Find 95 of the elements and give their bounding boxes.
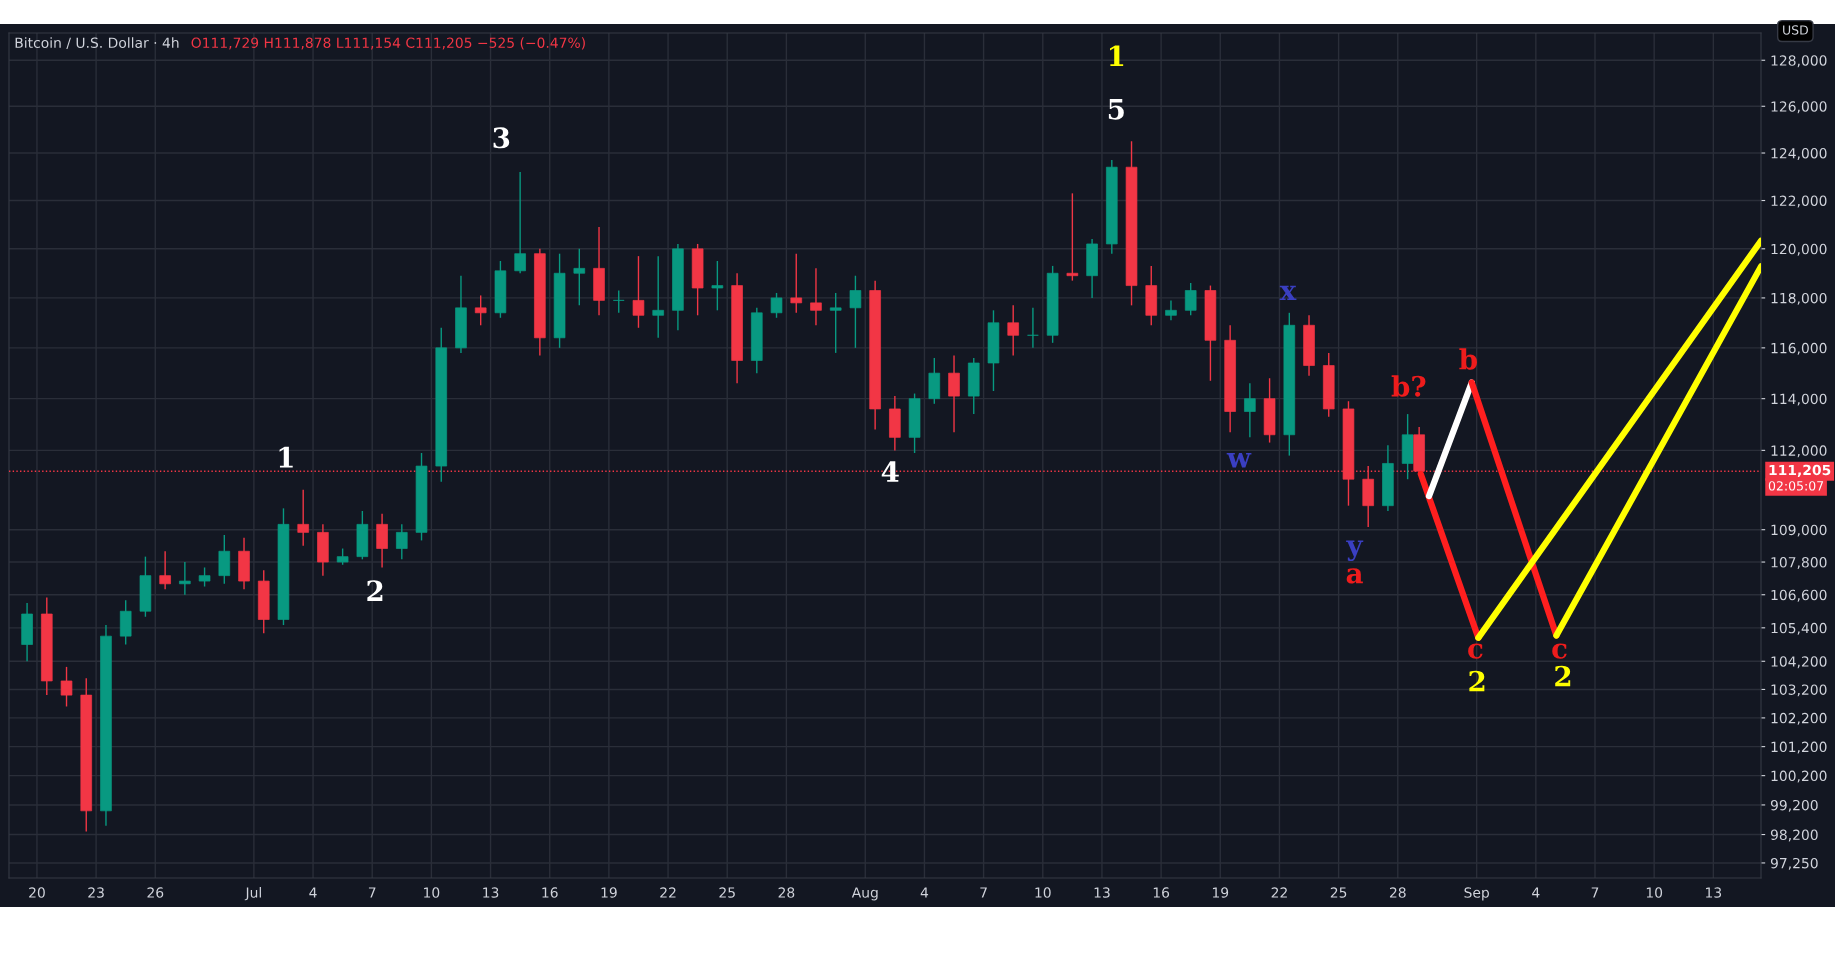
y-tick-label: 106,600 bbox=[1771, 589, 1827, 602]
candlestick bbox=[1027, 307, 1039, 349]
annotation: y bbox=[1346, 540, 1364, 562]
candlestick bbox=[396, 523, 408, 561]
annotation: 5 bbox=[1108, 99, 1124, 120]
x-tick-label: 7 bbox=[368, 887, 376, 898]
x-tick-label: 10 bbox=[1035, 887, 1051, 898]
x-tick-label: 26 bbox=[147, 887, 164, 898]
annotation: c bbox=[1468, 643, 1483, 659]
chart-title: Bitcoin / U.S. Dollar · 4h bbox=[15, 37, 179, 50]
annotation: 1 bbox=[1109, 45, 1124, 67]
y-tick-label: 118,000 bbox=[1771, 292, 1827, 305]
candlestick bbox=[1165, 299, 1177, 321]
annotation: b bbox=[1459, 348, 1478, 370]
candlestick bbox=[514, 171, 526, 274]
x-tick-label: 16 bbox=[542, 887, 558, 898]
candlestick bbox=[198, 566, 211, 588]
x-tick-label: 20 bbox=[29, 887, 45, 898]
annotation: 2 bbox=[367, 580, 383, 601]
y-tick-label: 126,000 bbox=[1771, 101, 1827, 114]
x-tick-label: 23 bbox=[88, 887, 104, 898]
y-tick-label: 109,000 bbox=[1771, 524, 1827, 537]
x-tick-label: Sep bbox=[1464, 887, 1489, 901]
text: USD bbox=[1783, 25, 1808, 35]
candlestick bbox=[297, 489, 309, 547]
y-tick-label: 104,200 bbox=[1771, 656, 1827, 669]
annotation: 2 bbox=[1469, 670, 1485, 692]
candlestick bbox=[770, 292, 783, 319]
y-tick-label: 103,200 bbox=[1771, 684, 1827, 697]
candlestick bbox=[829, 292, 842, 354]
annotation: c bbox=[1552, 643, 1567, 659]
annotation: 2 bbox=[1555, 665, 1571, 687]
x-tick-label: 16 bbox=[1153, 887, 1170, 898]
y-tick-label: 98,200 bbox=[1770, 829, 1818, 842]
x-tick-label: 22 bbox=[1271, 887, 1287, 898]
candlestick bbox=[948, 354, 960, 433]
x-tick-label: Aug bbox=[851, 887, 878, 901]
y-tick-label: 107,800 bbox=[1771, 557, 1827, 569]
annotation: 1 bbox=[279, 446, 293, 468]
candlestick bbox=[711, 260, 724, 312]
candlestick bbox=[810, 267, 822, 326]
candlestick bbox=[1184, 282, 1197, 316]
x-tick-label: 13 bbox=[483, 887, 499, 898]
x-tick-label: 13 bbox=[1706, 887, 1722, 898]
x-tick-label: Jul bbox=[244, 887, 261, 901]
y-tick-label: 114,000 bbox=[1771, 393, 1827, 406]
candlestick bbox=[60, 666, 73, 708]
x-tick-label: 19 bbox=[601, 887, 617, 898]
x-tick-label: 28 bbox=[778, 887, 795, 898]
annotation: 4 bbox=[881, 461, 899, 482]
annotation: w bbox=[1226, 452, 1252, 468]
x-tick-label: 7 bbox=[980, 887, 987, 898]
y-tick-label: 97,250 bbox=[1770, 857, 1818, 870]
x-tick-label: 19 bbox=[1212, 887, 1229, 898]
candlestick bbox=[474, 294, 487, 326]
x-tick-label: 13 bbox=[1094, 887, 1110, 898]
annotation: a bbox=[1346, 568, 1363, 584]
x-tick-label: 4 bbox=[1532, 887, 1540, 898]
candlestick bbox=[159, 550, 171, 590]
y-tick-label: 100,200 bbox=[1771, 770, 1827, 783]
y-tick-label: 124,000 bbox=[1771, 147, 1827, 160]
candlestick bbox=[1066, 192, 1079, 282]
annotation: 3 bbox=[493, 127, 510, 149]
x-tick-label: 4 bbox=[920, 887, 929, 898]
annotation: b? bbox=[1391, 375, 1426, 397]
x-tick-label: 25 bbox=[719, 887, 735, 898]
y-tick-label: 102,200 bbox=[1771, 712, 1827, 725]
candlestick bbox=[179, 561, 191, 596]
ref-line-label: 111,205 bbox=[1769, 464, 1831, 477]
candlestick bbox=[849, 275, 862, 349]
y-tick-label: 128,000 bbox=[1771, 55, 1827, 68]
y-tick-label: 105,400 bbox=[1771, 622, 1827, 635]
y-tick-label: 101,200 bbox=[1771, 741, 1827, 754]
y-tick-label: 99,200 bbox=[1770, 799, 1818, 812]
x-tick-label: 28 bbox=[1389, 887, 1406, 898]
chart-subtitle: O111,729 H111,878 L111,154 C111,205 −525 (−0.47%) bbox=[191, 37, 585, 50]
x-tick-label: 25 bbox=[1330, 887, 1347, 898]
x-tick-label: 7 bbox=[1591, 887, 1599, 898]
candlestick bbox=[573, 248, 586, 307]
candlestick bbox=[632, 255, 645, 329]
x-tick-label: 10 bbox=[1646, 887, 1663, 898]
y-tick-label: 122,000 bbox=[1771, 195, 1827, 208]
y-tick-label: 116,000 bbox=[1771, 342, 1827, 355]
candlestick bbox=[1007, 304, 1019, 357]
candlestick bbox=[1244, 382, 1256, 439]
y-tick-label: 120,000 bbox=[1771, 243, 1827, 256]
text: 02:05:07 bbox=[1768, 481, 1824, 491]
candlestick bbox=[790, 252, 803, 314]
x-tick-label: 4 bbox=[309, 887, 317, 898]
x-tick-label: 22 bbox=[660, 887, 676, 898]
candlestick bbox=[612, 289, 625, 314]
candlestick bbox=[652, 255, 664, 339]
annotation: x bbox=[1279, 285, 1297, 301]
y-tick-label: 112,000 bbox=[1771, 445, 1827, 458]
x-tick-label: 10 bbox=[424, 887, 440, 898]
